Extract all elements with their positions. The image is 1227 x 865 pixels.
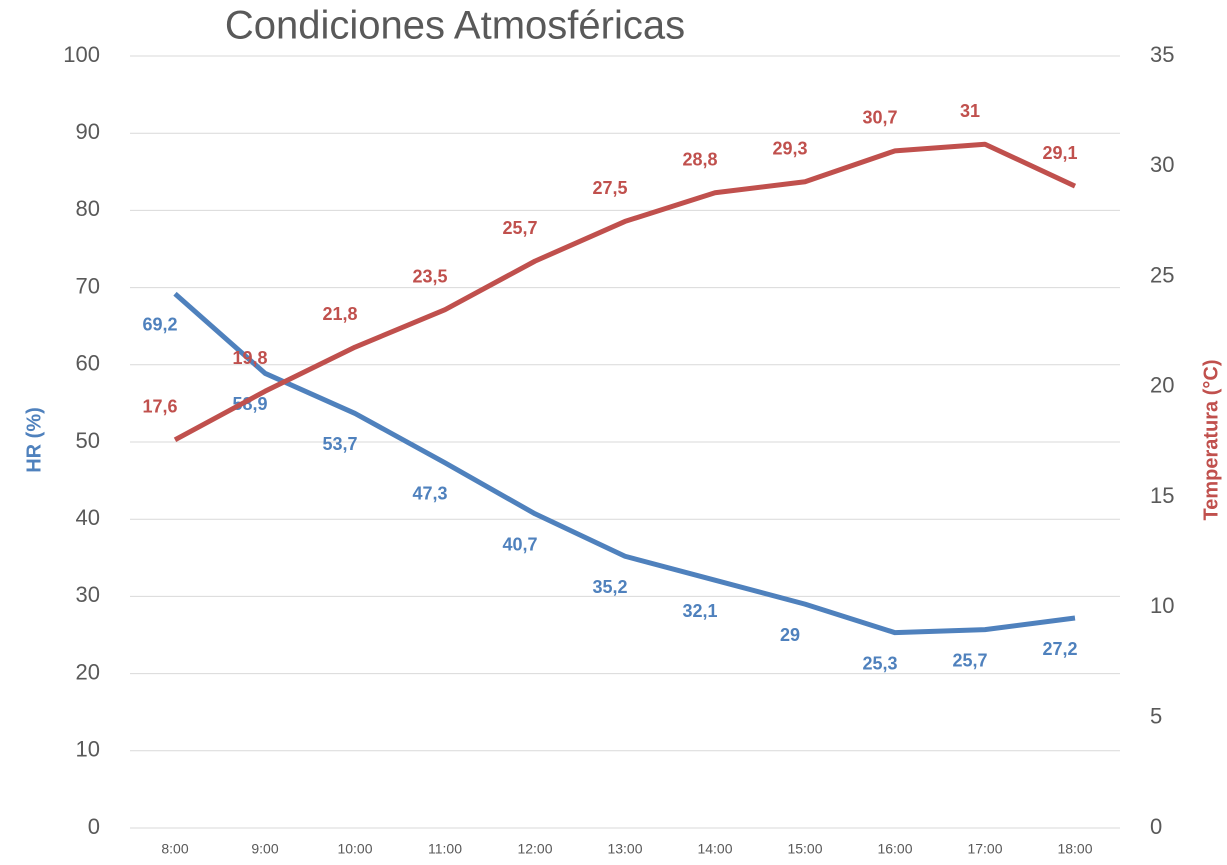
y2-tick-label: 0 xyxy=(1150,814,1162,839)
x-tick-label: 15:00 xyxy=(787,841,822,857)
y-tick-label: 40 xyxy=(76,505,100,530)
y-tick-label: 50 xyxy=(76,428,100,453)
data-label: 27,2 xyxy=(1042,639,1077,659)
y2-tick-label: 25 xyxy=(1150,262,1174,287)
y2-tick-label: 10 xyxy=(1150,593,1174,618)
y-axis-label: HR (%) xyxy=(23,407,45,473)
x-tick-label: 14:00 xyxy=(697,841,732,857)
y2-tick-label: 5 xyxy=(1150,704,1162,729)
data-label: 30,7 xyxy=(862,108,897,128)
data-label: 29 xyxy=(780,625,800,645)
data-label: 69,2 xyxy=(142,315,177,335)
x-tick-label: 18:00 xyxy=(1057,841,1092,857)
x-tick-label: 8:00 xyxy=(161,841,188,857)
x-tick-label: 11:00 xyxy=(428,841,462,857)
data-label: 40,7 xyxy=(502,535,537,555)
y-tick-label: 10 xyxy=(76,737,100,762)
data-label: 27,5 xyxy=(592,178,627,198)
y-tick-label: 60 xyxy=(76,351,100,376)
y2-tick-label: 20 xyxy=(1150,373,1174,398)
y-tick-label: 70 xyxy=(76,273,100,298)
data-label: 58,9 xyxy=(232,394,267,414)
y2-tick-label: 30 xyxy=(1150,152,1174,177)
chart-title: Condiciones Atmosféricas xyxy=(225,4,685,48)
data-label: 32,1 xyxy=(682,601,717,621)
y-tick-label: 90 xyxy=(76,119,100,144)
x-tick-label: 16:00 xyxy=(877,841,912,857)
data-label: 29,3 xyxy=(772,138,807,158)
data-line xyxy=(173,291,1076,636)
data-label: 21,8 xyxy=(322,304,357,324)
y2-tick-label: 35 xyxy=(1150,42,1174,67)
x-tick-label: 10:00 xyxy=(337,841,372,857)
data-line xyxy=(173,141,1077,442)
data-label: 25,3 xyxy=(862,653,897,673)
y-tick-label: 100 xyxy=(63,42,100,67)
data-label: 47,3 xyxy=(412,484,447,504)
data-label: 19,8 xyxy=(232,348,267,368)
y-tick-label: 0 xyxy=(88,814,100,839)
y-tick-label: 20 xyxy=(76,659,100,684)
data-label: 17,6 xyxy=(142,397,177,417)
data-label: 25,7 xyxy=(502,218,537,238)
y2-tick-label: 15 xyxy=(1150,483,1174,508)
data-label: 28,8 xyxy=(682,150,717,170)
data-label: 23,5 xyxy=(412,266,447,286)
data-label: 25,7 xyxy=(952,650,987,670)
y2-axis-label: Temperatura (°C) xyxy=(1200,360,1222,521)
data-label: 31 xyxy=(960,101,980,121)
y-tick-label: 30 xyxy=(76,582,100,607)
data-label: 35,2 xyxy=(592,577,627,597)
data-label: 29,1 xyxy=(1042,143,1077,163)
y-tick-label: 80 xyxy=(76,196,100,221)
x-tick-label: 17:00 xyxy=(967,841,1002,857)
x-tick-label: 9:00 xyxy=(251,841,278,857)
x-tick-label: 12:00 xyxy=(517,841,552,857)
data-label: 53,7 xyxy=(322,434,357,454)
x-tick-label: 13:00 xyxy=(607,841,642,857)
